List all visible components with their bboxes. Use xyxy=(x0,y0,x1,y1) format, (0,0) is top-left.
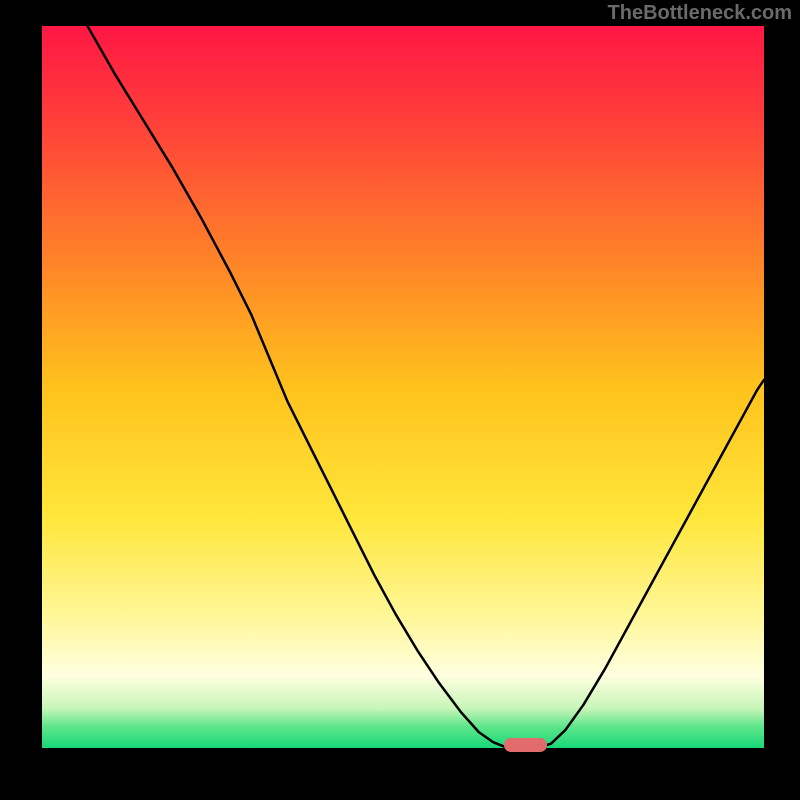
plot-area xyxy=(42,26,764,748)
watermark-text: TheBottleneck.com xyxy=(608,2,792,25)
optimal-marker xyxy=(504,738,547,752)
bottleneck-curve xyxy=(42,26,764,748)
chart-container: TheBottleneck.com xyxy=(0,0,800,800)
